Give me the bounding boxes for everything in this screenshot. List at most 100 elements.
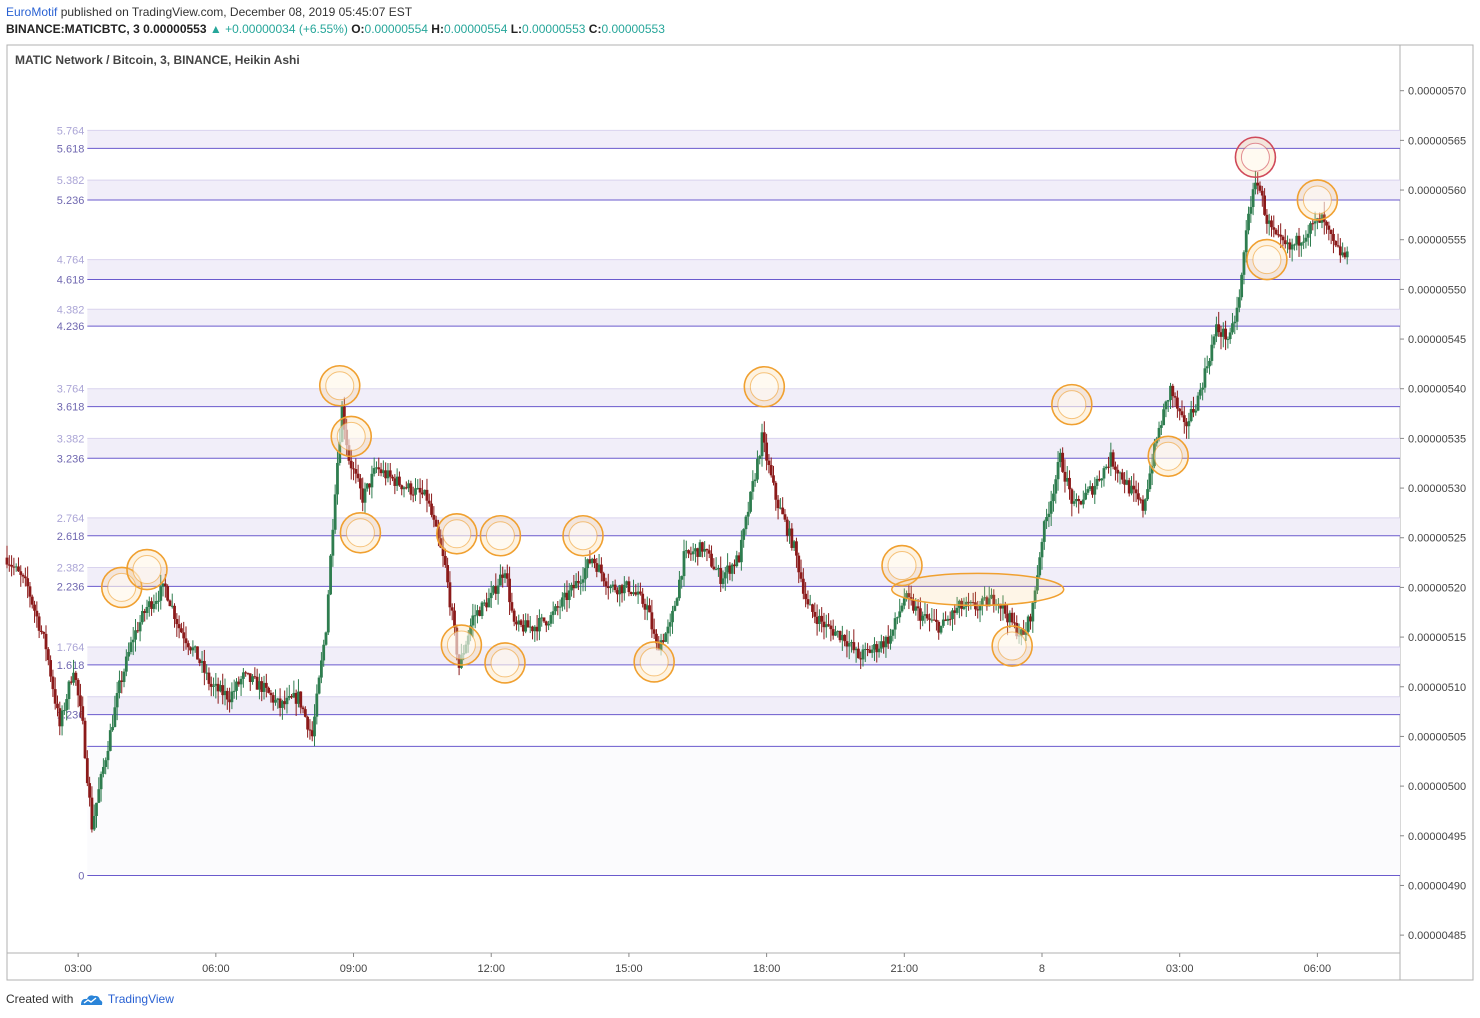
candle-body [636, 591, 640, 595]
candle-body [42, 631, 46, 634]
candle-body [1091, 486, 1094, 495]
candle-body [120, 680, 124, 682]
candle-body [1208, 360, 1211, 367]
candle-body [1162, 409, 1166, 426]
candle-body [453, 610, 456, 628]
candle-body [230, 691, 234, 703]
candle-body [595, 563, 599, 572]
candle-body [92, 816, 96, 830]
candle-body [824, 624, 828, 628]
candle-body [1095, 478, 1099, 486]
candle-body [329, 555, 332, 595]
candle-body [485, 602, 489, 608]
candle-body [1093, 485, 1097, 495]
fibonacci-extension[interactable]: 5.764 5.618 5.382 5.236 4.764 4.618 4.382 4.236… [57, 125, 1400, 883]
candle-body [886, 636, 890, 644]
candle-body [739, 539, 743, 563]
candle-body [457, 654, 461, 668]
candle-body [1295, 235, 1299, 245]
candle-body [1231, 323, 1234, 333]
candle-body [191, 647, 195, 651]
candle-body [1136, 493, 1140, 500]
price-tick-label: 0.00000500 [1408, 781, 1466, 793]
candle-body [521, 624, 525, 632]
candle-body [287, 695, 291, 698]
candle-body [505, 573, 509, 579]
author-link[interactable]: EuroMotif [6, 5, 58, 19]
price-tick-label: 0.00000550 [1408, 284, 1466, 296]
candle-body [1267, 220, 1271, 224]
candle-body [1279, 234, 1283, 237]
candle-body [104, 760, 108, 767]
low-label: L: [510, 22, 523, 36]
candle-body [402, 487, 406, 490]
candle-body [834, 631, 837, 636]
candle-body [765, 442, 769, 461]
candle-body [1150, 466, 1154, 474]
candle-body [35, 610, 39, 617]
candle-body [221, 685, 225, 696]
candle-body [1288, 242, 1292, 250]
price-change: ▲ +0.00000034 (+6.55%) [209, 22, 348, 36]
annotation-circles[interactable] [100, 136, 1339, 684]
price-axis[interactable]: 0.00000570 0.00000565 0.00000560 0.00000555… [1400, 86, 1466, 942]
publish-line: EuroMotif published on TradingView.com, … [6, 5, 412, 19]
candle-body [508, 578, 511, 603]
candle-body [494, 586, 498, 594]
candle-body [306, 716, 310, 730]
candle-body [1293, 244, 1296, 246]
candle-body [1226, 339, 1230, 341]
candle-body [859, 658, 863, 660]
candle-body [1233, 321, 1237, 324]
candle-body [1143, 499, 1147, 511]
candle-body [808, 604, 812, 606]
candle-body [1169, 385, 1172, 401]
candle-body [1061, 452, 1065, 472]
candle-body [40, 630, 43, 632]
candle-body [294, 692, 298, 704]
price-tick-label: 0.00000535 [1408, 433, 1466, 445]
candle-body [1123, 479, 1127, 485]
time-tick-label: 15:00 [615, 963, 643, 975]
candle-body [891, 629, 895, 636]
candle-body [664, 633, 668, 642]
fib-level-label: 5.236 [57, 195, 85, 207]
candle-body [1265, 214, 1269, 224]
candle-body [432, 514, 436, 520]
candle-body [446, 565, 450, 583]
time-axis[interactable]: 03:00 06:00 09:00 12:00 15:00 18:00 21:00 8 03:0… [64, 953, 1331, 975]
candle-body [425, 489, 429, 501]
candle-body [879, 641, 883, 649]
price-tick-label: 0.00000530 [1408, 483, 1466, 495]
candle-body [1235, 307, 1239, 322]
candle-body [209, 683, 213, 687]
candle-body [776, 499, 780, 509]
candle-body [565, 592, 569, 600]
candle-body [1281, 236, 1285, 241]
candle-body [184, 638, 188, 644]
candle-body [510, 602, 514, 611]
candle-body [524, 620, 528, 632]
candle-body [49, 660, 53, 677]
candle-body [361, 488, 365, 503]
candle-body [285, 697, 289, 705]
candle-body [813, 611, 817, 617]
candle-body [489, 592, 493, 599]
candle-body [499, 574, 502, 586]
candle-body [23, 576, 27, 579]
highlight-circle-inner [1240, 142, 1270, 172]
candle-body [604, 581, 608, 587]
candle-body [1286, 242, 1289, 245]
candle-body [315, 693, 319, 717]
candle-body [691, 551, 695, 555]
candle-body [579, 582, 583, 584]
candle-body [258, 681, 261, 690]
candle-body [278, 698, 282, 708]
candle-body [1068, 477, 1071, 490]
fib-level-label: 3.618 [57, 402, 85, 414]
tradingview-link[interactable]: TradingView [107, 992, 174, 1006]
candle-body [439, 538, 443, 548]
candle-body [1175, 397, 1179, 409]
time-tick-label: 09:00 [340, 963, 368, 975]
